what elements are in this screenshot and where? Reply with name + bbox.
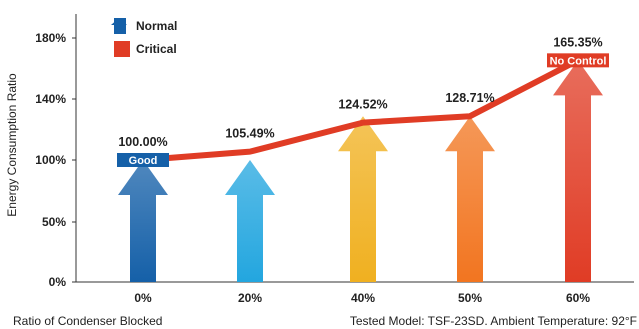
svg-text:Critical: Critical bbox=[136, 42, 177, 56]
legend-item: Normal bbox=[111, 18, 177, 34]
data-label: 165.35% bbox=[553, 35, 602, 49]
x-axis-title: Ratio of Condenser Blocked bbox=[13, 314, 162, 328]
test-note: Tested Model: TSF-23SD. Ambient Temperat… bbox=[350, 314, 637, 328]
arrow-bar bbox=[338, 116, 388, 282]
y-tick-label: 50% bbox=[42, 215, 66, 229]
y-tick-label: 140% bbox=[35, 92, 66, 106]
data-label: 128.71% bbox=[445, 91, 494, 105]
y-axis-title: Energy Consumption Ratio bbox=[5, 73, 19, 217]
x-tick-label: 40% bbox=[351, 291, 375, 305]
y-tick-label: 180% bbox=[35, 31, 66, 45]
status-badge: No Control bbox=[547, 53, 609, 68]
x-tick-label: 50% bbox=[458, 291, 482, 305]
data-label: 100.00% bbox=[118, 135, 167, 149]
status-badge: Good bbox=[117, 153, 169, 167]
svg-text:Good: Good bbox=[129, 155, 158, 167]
y-tick-label: 100% bbox=[35, 153, 66, 167]
legend-item: Critical bbox=[114, 41, 177, 57]
arrow-bar bbox=[445, 116, 495, 282]
svg-text:Normal: Normal bbox=[136, 19, 177, 33]
svg-text:No Control: No Control bbox=[550, 55, 607, 67]
x-tick-label: 60% bbox=[566, 291, 590, 305]
trend-line bbox=[140, 57, 581, 163]
data-label: 124.52% bbox=[338, 98, 387, 112]
x-tick-label: 20% bbox=[238, 291, 262, 305]
y-tick-label: 0% bbox=[49, 275, 67, 289]
legend-swatch bbox=[114, 41, 130, 57]
x-tick-label: 0% bbox=[134, 291, 152, 305]
data-label: 105.49% bbox=[225, 127, 274, 141]
arrow-bar bbox=[225, 160, 275, 282]
arrow-bar bbox=[553, 60, 603, 283]
arrow-bar bbox=[118, 160, 168, 282]
